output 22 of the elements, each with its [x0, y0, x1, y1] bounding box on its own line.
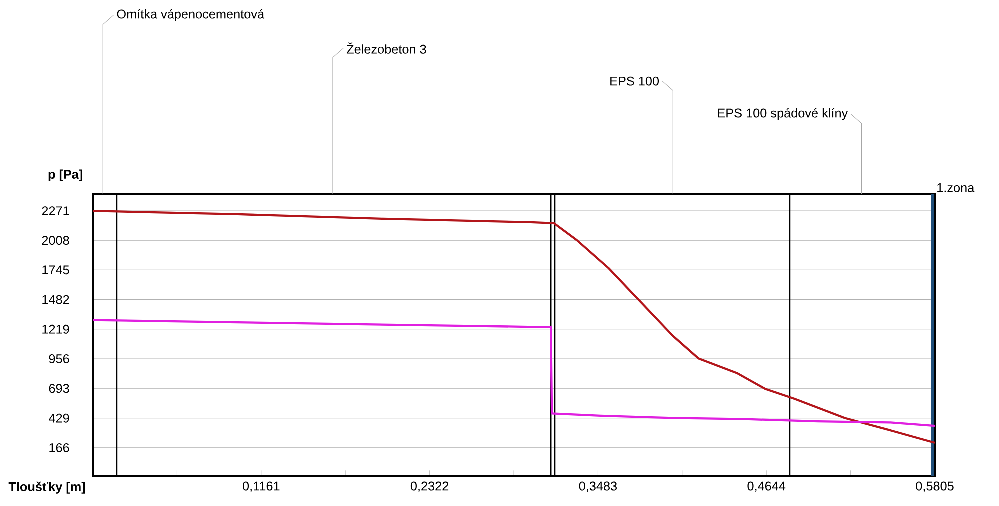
y-tick-label: 429 — [49, 414, 70, 423]
x-tick-label: 0,5805 — [916, 482, 954, 492]
y-tick-label: 693 — [49, 384, 70, 394]
y-tick-label: 2271 — [42, 206, 70, 216]
y-axis-title: p [Pa] — [48, 170, 82, 182]
x-axis-title: Tloušťky [m] — [8, 482, 86, 494]
x-tick-label: 0,3483 — [579, 482, 618, 492]
x-tick-label: 0,2322 — [410, 482, 449, 492]
y-tick-label: 956 — [49, 354, 70, 364]
y-tick-label: 166 — [50, 443, 70, 452]
x-tick-label: 0,4644 — [748, 482, 786, 492]
y-tick-label: 1745 — [42, 266, 70, 275]
text: EPS 100 spádové klíny — [718, 108, 848, 120]
line-series — [92, 210, 936, 444]
text: EPS 100 — [610, 76, 660, 86]
y-tick-label: 1219 — [42, 324, 70, 334]
y-tick-label: 1482 — [42, 295, 70, 304]
x-tick-label: 0,1161 — [243, 482, 280, 492]
y-tick-label: 2008 — [42, 236, 70, 246]
text: Železobeton 3 — [346, 42, 426, 54]
text: 1.zona — [938, 184, 975, 192]
text: Omítka vápenocementová — [117, 9, 265, 22]
